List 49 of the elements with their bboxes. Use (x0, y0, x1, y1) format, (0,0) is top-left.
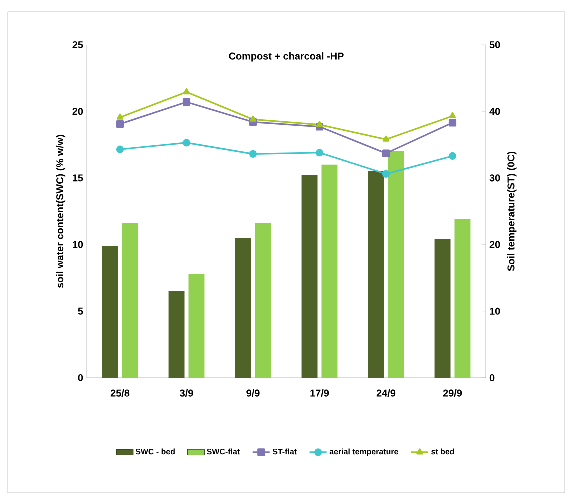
bar (235, 238, 252, 378)
y2-tick-label: 20 (490, 241, 500, 248)
y-tick-label: 15 (73, 174, 84, 182)
point (249, 150, 258, 158)
bar (168, 291, 185, 378)
x-tick-label: 9/9 (246, 390, 260, 397)
y-axis-title: soil water content(SWC) (% w/w) (56, 135, 66, 288)
y-tick-label: 10 (73, 241, 84, 248)
point (448, 152, 457, 160)
point (382, 170, 390, 178)
bar (255, 223, 272, 378)
point (116, 120, 124, 128)
bar (188, 274, 205, 378)
y2-tick-label: 40 (490, 108, 500, 116)
point (382, 150, 390, 158)
y-tick-label: 20 (72, 108, 84, 116)
bar (122, 223, 138, 378)
point (116, 114, 124, 120)
x-tick-label: 3/9 (180, 390, 194, 397)
bar (102, 246, 118, 378)
y-tick-label: 5 (78, 308, 84, 315)
point (250, 116, 257, 122)
point (316, 121, 324, 128)
y2-tick-label: 10 (490, 308, 500, 315)
point (116, 146, 124, 154)
point (182, 98, 191, 106)
bar (368, 172, 384, 378)
x-tick-label: 29/9 (443, 390, 462, 397)
y-tick-label: 0 (78, 374, 84, 382)
bar (302, 176, 318, 378)
bar (388, 152, 404, 378)
bar (322, 164, 338, 378)
y2-tick-label: 50 (490, 41, 500, 49)
point (182, 139, 191, 147)
x-tick-label: 25/8 (110, 390, 130, 397)
point (382, 136, 390, 142)
x-tick-label: 24/9 (376, 390, 396, 397)
y2-tick-label: 0 (490, 374, 495, 382)
bar (434, 239, 451, 378)
point (448, 119, 457, 127)
bar (454, 219, 471, 378)
x-tick-label: 17/9 (310, 390, 330, 397)
point (183, 88, 190, 95)
y-tick-label: 25 (72, 41, 84, 49)
text: Compost + charcoal -HP (229, 52, 344, 62)
y2-axis-title: Soil temperature(ST) (0C) (507, 152, 517, 272)
point (316, 149, 324, 157)
point (449, 112, 456, 119)
y2-tick-label: 30 (490, 174, 500, 182)
